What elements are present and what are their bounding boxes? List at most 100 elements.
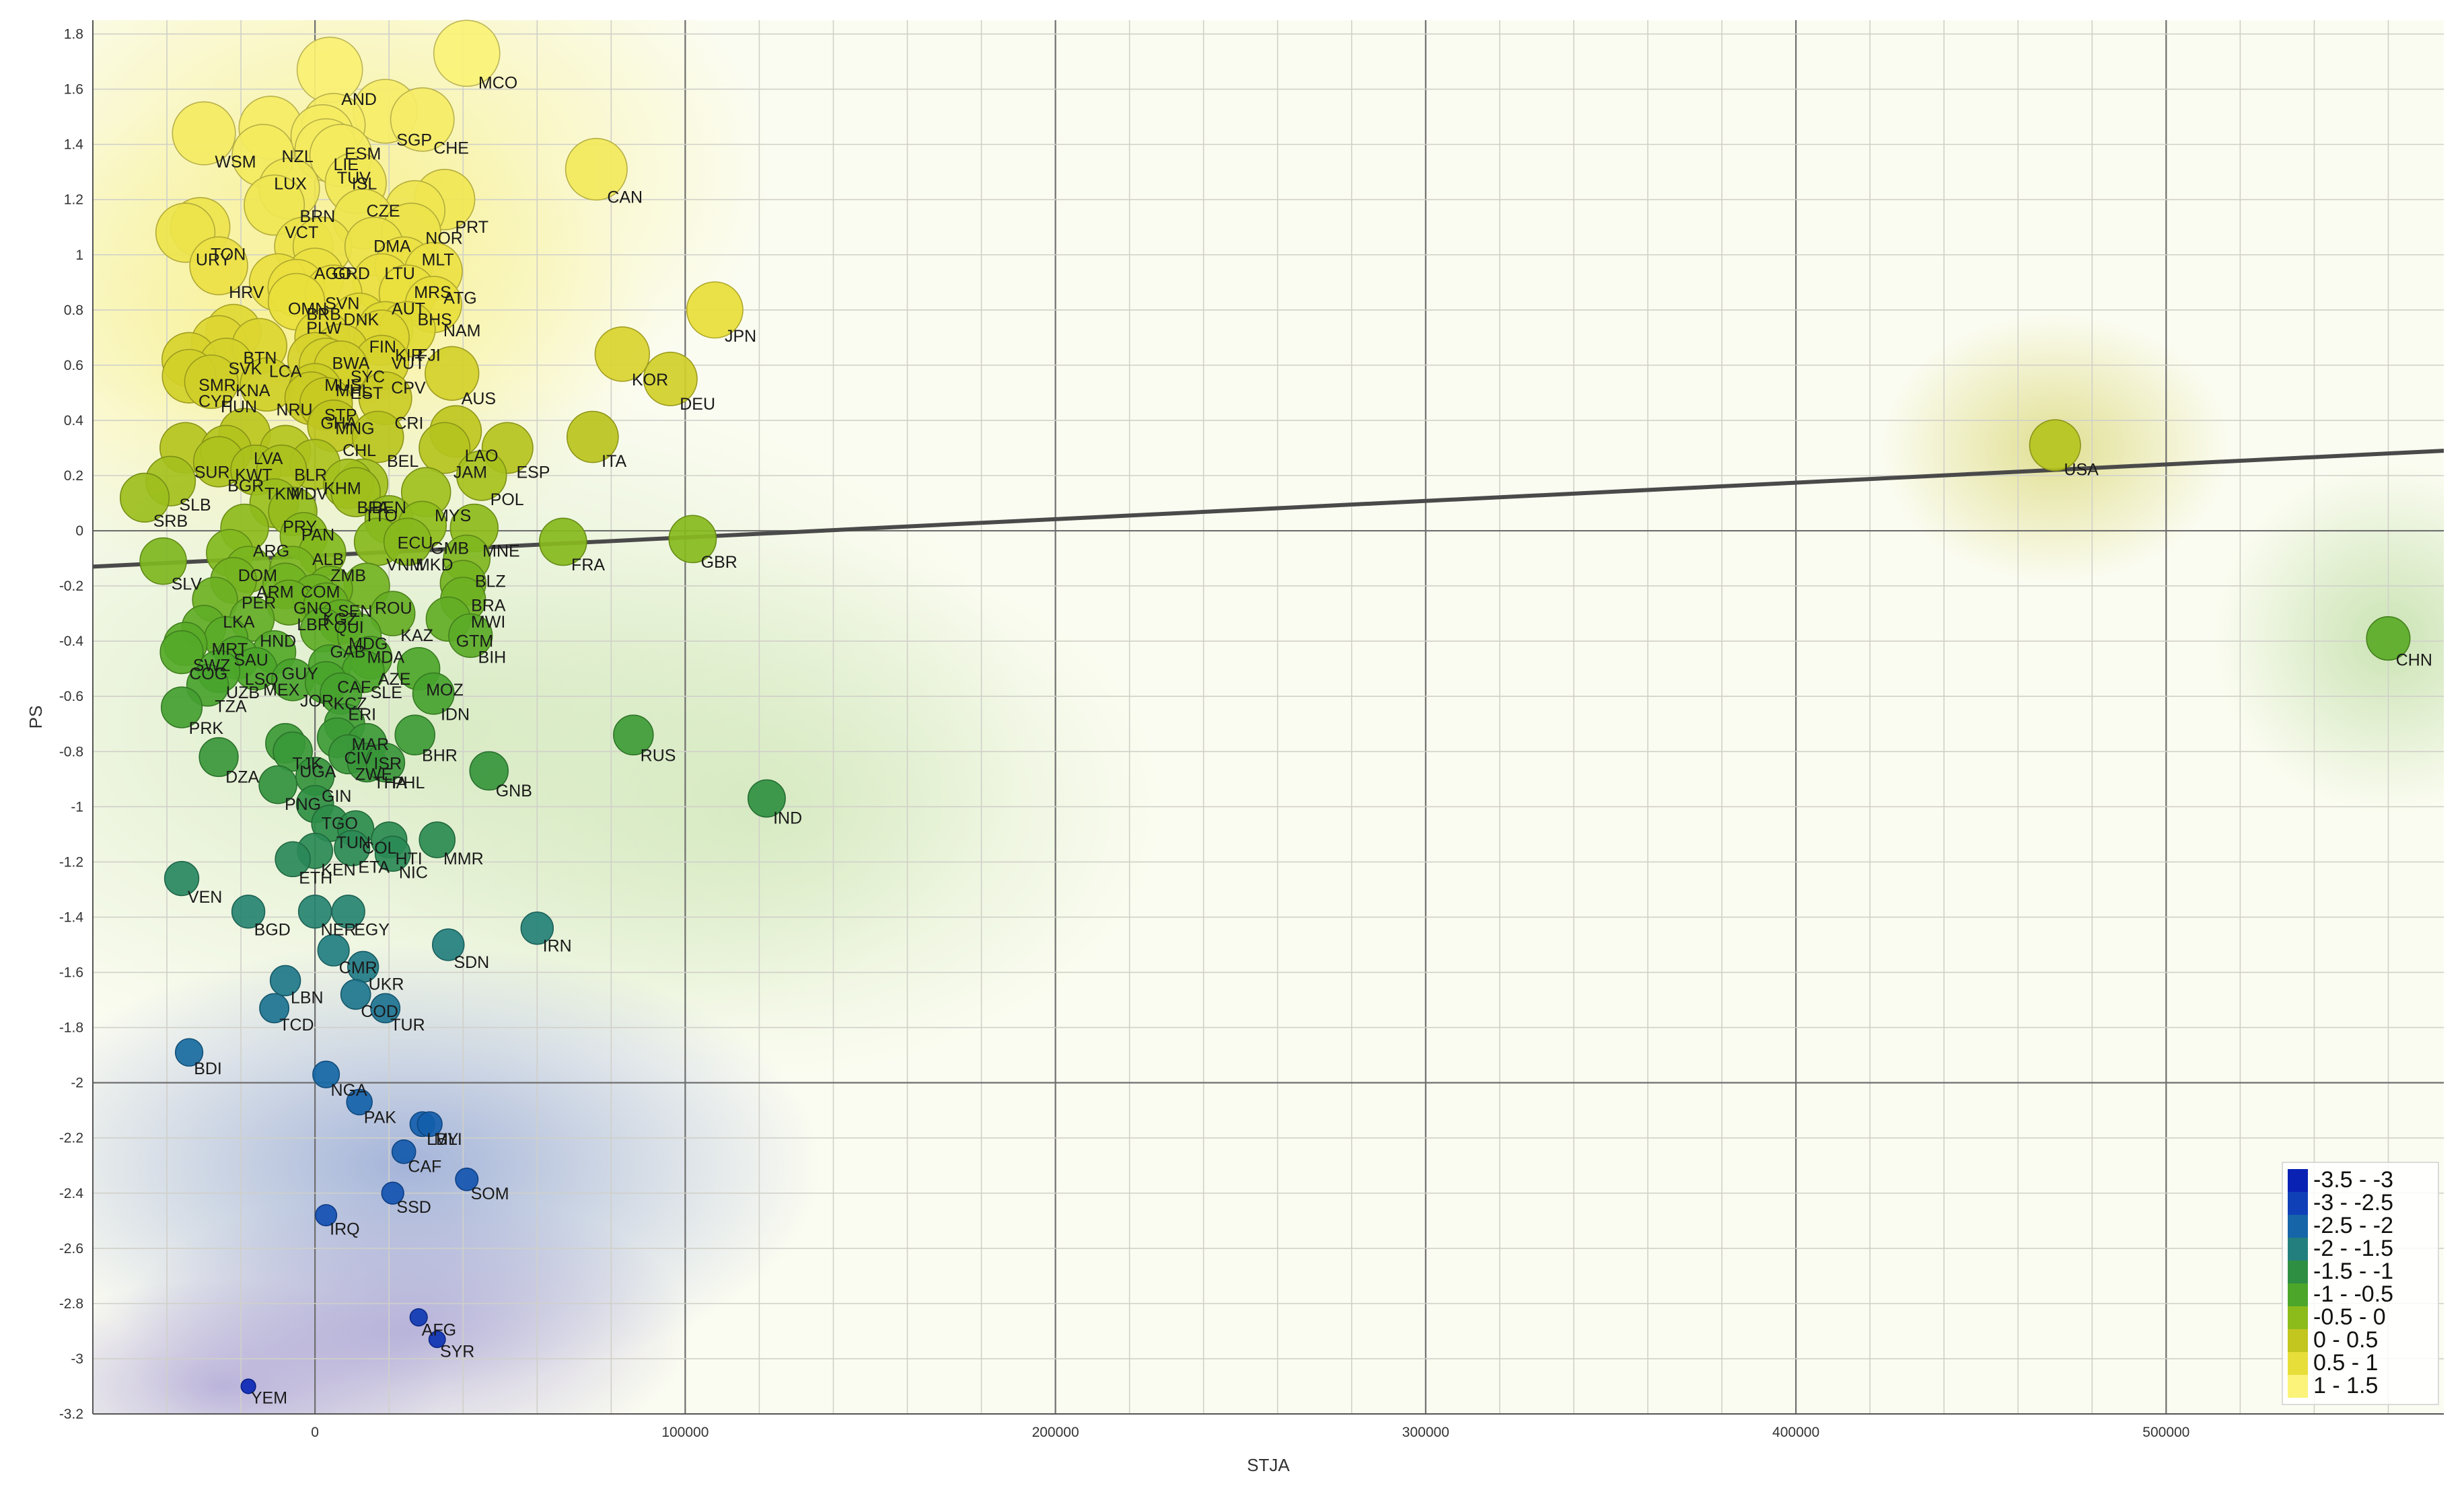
data-point (172, 101, 236, 165)
point-label: KOR (632, 371, 668, 389)
y-tick-label: 1.8 (64, 27, 83, 42)
data-point (174, 1038, 204, 1067)
point-label: EST (351, 384, 384, 403)
point-label: ATG (443, 289, 477, 307)
point-label: SVN (325, 294, 359, 313)
point-label: CHE (433, 139, 469, 158)
point-label: PAN (301, 525, 335, 544)
point-label: MAR (352, 735, 390, 754)
point-label: ETH (299, 868, 332, 887)
point-label: GUY (282, 665, 319, 683)
point-label: DMA (373, 237, 411, 256)
point-label: IDN (441, 706, 470, 724)
point-label: TGO (322, 814, 358, 833)
point-label: EGY (354, 920, 390, 939)
point-label: NER (321, 920, 357, 939)
y-tick-label: -1.4 (59, 909, 84, 925)
y-tick-label: -1 (71, 799, 83, 815)
point-label: CAF (408, 1157, 441, 1176)
data-points (119, 20, 2411, 1394)
point-label: SOM (471, 1185, 509, 1203)
data-point (394, 714, 435, 755)
point-label: VCT (285, 223, 318, 242)
y-tick-label: 0.2 (64, 468, 83, 484)
point-label: DZA (225, 768, 259, 787)
point-label: TON (211, 246, 246, 264)
point-label: HRV (229, 283, 264, 302)
point-label: SLV (172, 574, 203, 593)
point-label: NZL (282, 147, 314, 166)
point-label: GNQ (293, 599, 332, 618)
legend-swatch (2288, 1352, 2308, 1375)
point-label: ITA (602, 452, 626, 471)
y-tick-label: 1.6 (64, 82, 83, 98)
point-label: KEN (321, 860, 355, 879)
point-label: LBY (427, 1130, 459, 1149)
point-label: NRU (276, 400, 312, 419)
data-point (419, 821, 456, 858)
point-label: BEL (387, 452, 419, 471)
point-label: AZE (378, 670, 411, 689)
data-point (184, 354, 239, 409)
y-tick-label: -0.6 (59, 689, 83, 704)
y-tick-label: 0.8 (64, 303, 83, 318)
data-point (433, 20, 501, 87)
point-label: BLR (294, 465, 327, 484)
data-point (2366, 616, 2411, 661)
axes: 1.8 1.6 1.4 1.2 1 0.8 0.6 0.4 0.2 0 -0.2 -0.4 -0.6 -0… (26, 20, 2444, 1475)
point-label: MMR (443, 850, 484, 868)
point-label: JAM (454, 463, 487, 482)
point-label: SLB (179, 496, 211, 515)
legend-swatch (2288, 1238, 2308, 1261)
data-point (747, 779, 786, 818)
data-point (538, 517, 587, 566)
point-label: AUT (392, 300, 425, 319)
data-point (189, 236, 248, 295)
point-label: TTO (364, 507, 398, 525)
y-tick-label: -1.8 (59, 1020, 83, 1036)
point-label: BTN (243, 348, 277, 367)
legend-box (2282, 1162, 2439, 1405)
y-tick-label: 0 (75, 523, 83, 539)
x-tick-label: 400000 (1772, 1425, 1819, 1440)
legend-entry-label: 1 - 1.5 (2313, 1373, 2378, 1398)
point-label: YEM (251, 1389, 287, 1408)
x-axis-title: STJA (1247, 1455, 1290, 1475)
data-point (419, 422, 471, 474)
legend-swatch (2288, 1375, 2308, 1398)
point-label: GBR (701, 553, 737, 572)
point-label: LBN (291, 989, 324, 1008)
point-label: LTU (384, 264, 414, 283)
point-label: CYP (198, 392, 233, 411)
data-point (351, 410, 404, 463)
point-label: URY (196, 251, 231, 270)
point-label: ERI (348, 706, 376, 724)
point-label: PRT (455, 218, 488, 237)
point-label: PNG (285, 795, 321, 814)
point-label: COG (189, 665, 227, 683)
legend-entry-label: -1 - -0.5 (2313, 1281, 2393, 1307)
legend-entry-label: -0.5 - 0 (2313, 1304, 2386, 1330)
point-label: ARM (256, 583, 294, 601)
heat-blob (2213, 463, 2444, 813)
point-label: ESP (516, 463, 550, 482)
point-label: TKM (264, 485, 300, 504)
point-label: SYR (440, 1343, 474, 1361)
point-label: LSO (245, 670, 279, 689)
point-label: PLW (306, 319, 342, 338)
y-tick-label: -2.4 (59, 1186, 84, 1201)
point-label: USA (2064, 460, 2099, 479)
data-point (390, 87, 455, 152)
point-label: KGZ (323, 610, 357, 629)
point-label: CZE (367, 202, 400, 221)
point-label: IRN (543, 937, 572, 956)
point-label: HTI (395, 850, 422, 868)
point-label: MOZ (426, 681, 464, 700)
data-point (119, 472, 170, 523)
data-point (269, 965, 301, 997)
point-label: OMN (288, 300, 327, 319)
y-tick-label: 0.4 (64, 413, 84, 428)
y-axis-title: PS (26, 706, 46, 729)
point-label: MDA (367, 648, 404, 667)
